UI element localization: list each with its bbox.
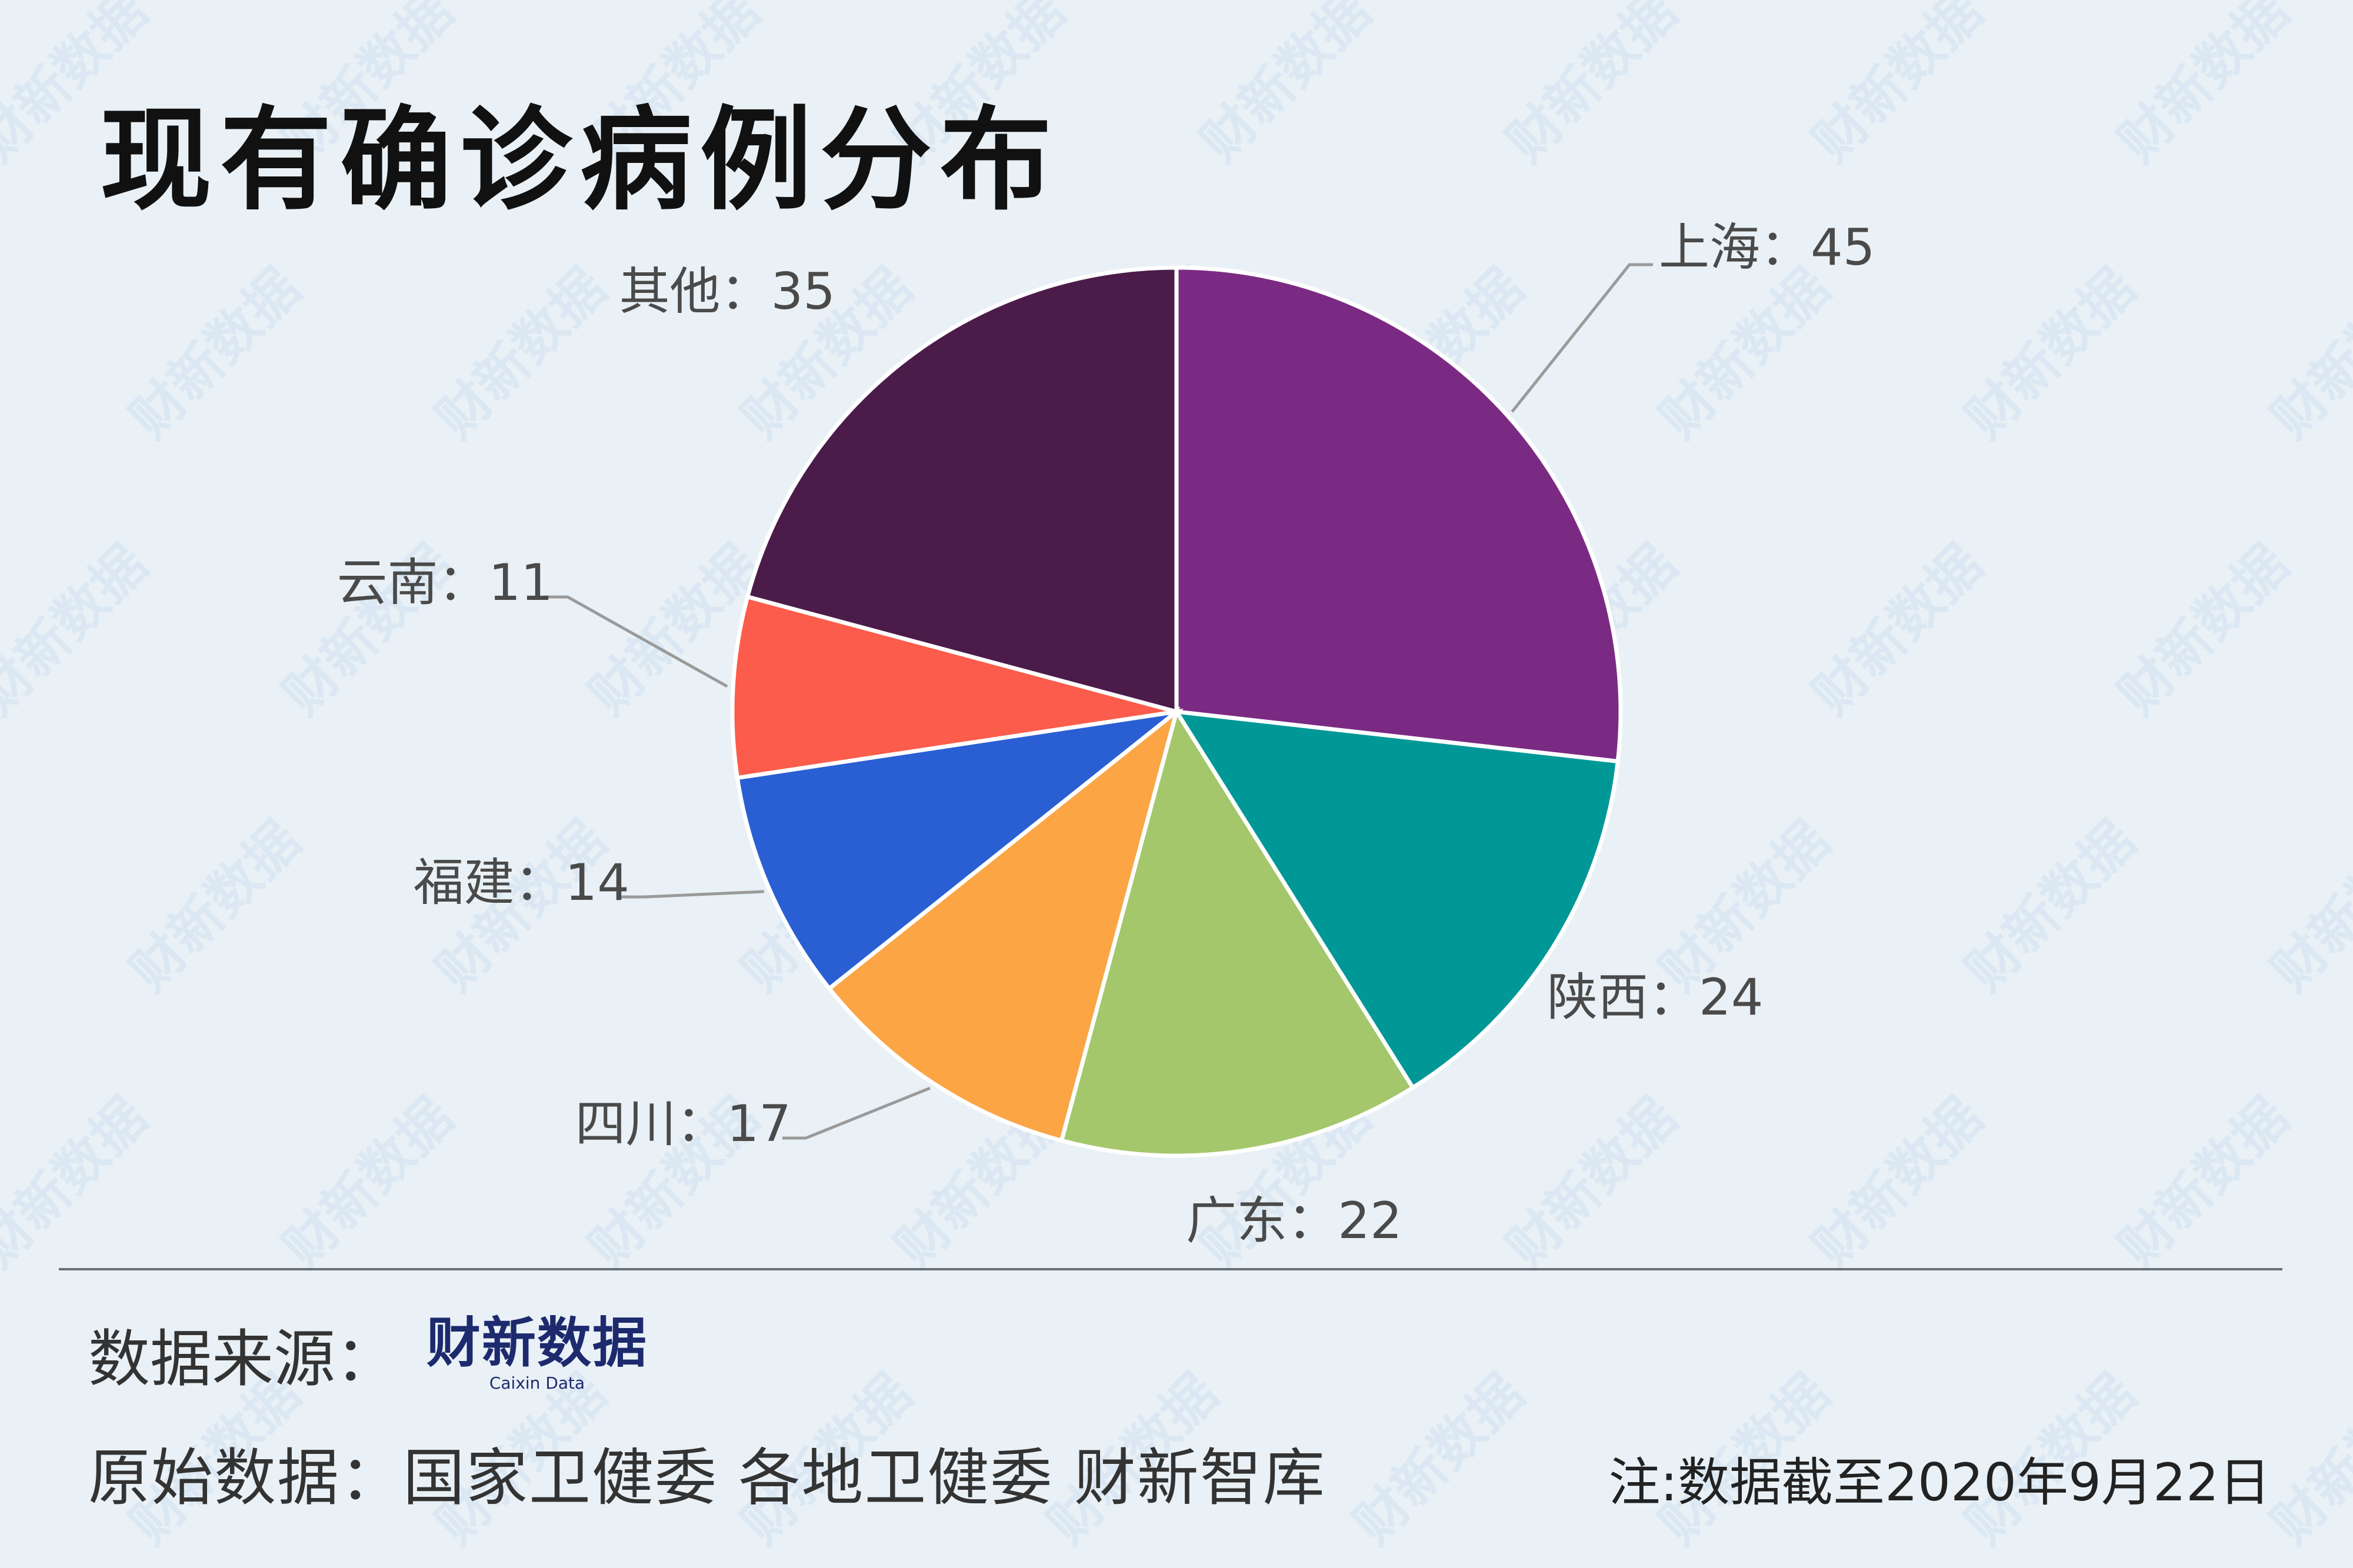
slice-label-上海: 上海：45	[1659, 218, 1875, 277]
caixin-data-logo: 财新数据 Caixin Data	[426, 1316, 648, 1392]
pie-chart: 上海：45 陕西：24 广东：22 四川：17 福建：14 云南：11 其他：35	[337, 218, 1875, 1250]
slice-label-四川: 四川：17	[575, 1095, 791, 1153]
source-label: 数据来源：	[88, 1323, 398, 1395]
pie-slice-其他	[745, 265, 1179, 715]
leader-line-云南	[544, 595, 728, 688]
slice-label-其他: 其他：35	[619, 262, 835, 321]
leader-line-福建	[621, 890, 764, 899]
pie-slice-上海	[1174, 265, 1623, 764]
slice-label-福建: 福建：14	[414, 853, 629, 912]
leader-line-四川	[782, 1086, 931, 1140]
pie-slice-四川	[826, 706, 1181, 1143]
slice-label-陕西: 陕西：24	[1547, 968, 1763, 1027]
logo-main-text: 财新数据	[426, 1312, 648, 1374]
date-note: 注:数据截至2020年9月22日	[1608, 1452, 2271, 1513]
divider	[59, 1268, 2282, 1270]
pie-slice-广东	[1059, 706, 1416, 1158]
pie-slice-云南	[730, 594, 1177, 780]
logo-sub-text: Caixin Data	[489, 1373, 585, 1393]
slice-label-云南: 云南：11	[337, 553, 553, 612]
chart-title: 现有确诊病例分布	[100, 95, 1061, 225]
source-row: 数据来源： 财新数据 Caixin Data	[88, 1309, 648, 1399]
watermark-text: 财新数据	[1342, 1362, 1536, 1556]
slice-label-广东: 广东：22	[1186, 1192, 1402, 1250]
leader-line-上海	[1511, 263, 1653, 413]
pie-slice-福建	[735, 708, 1184, 992]
pie-slice-陕西	[1172, 709, 1621, 1091]
origin-data-text: 原始数据：国家卫健委 各地卫健委 财新智库	[88, 1442, 1326, 1514]
